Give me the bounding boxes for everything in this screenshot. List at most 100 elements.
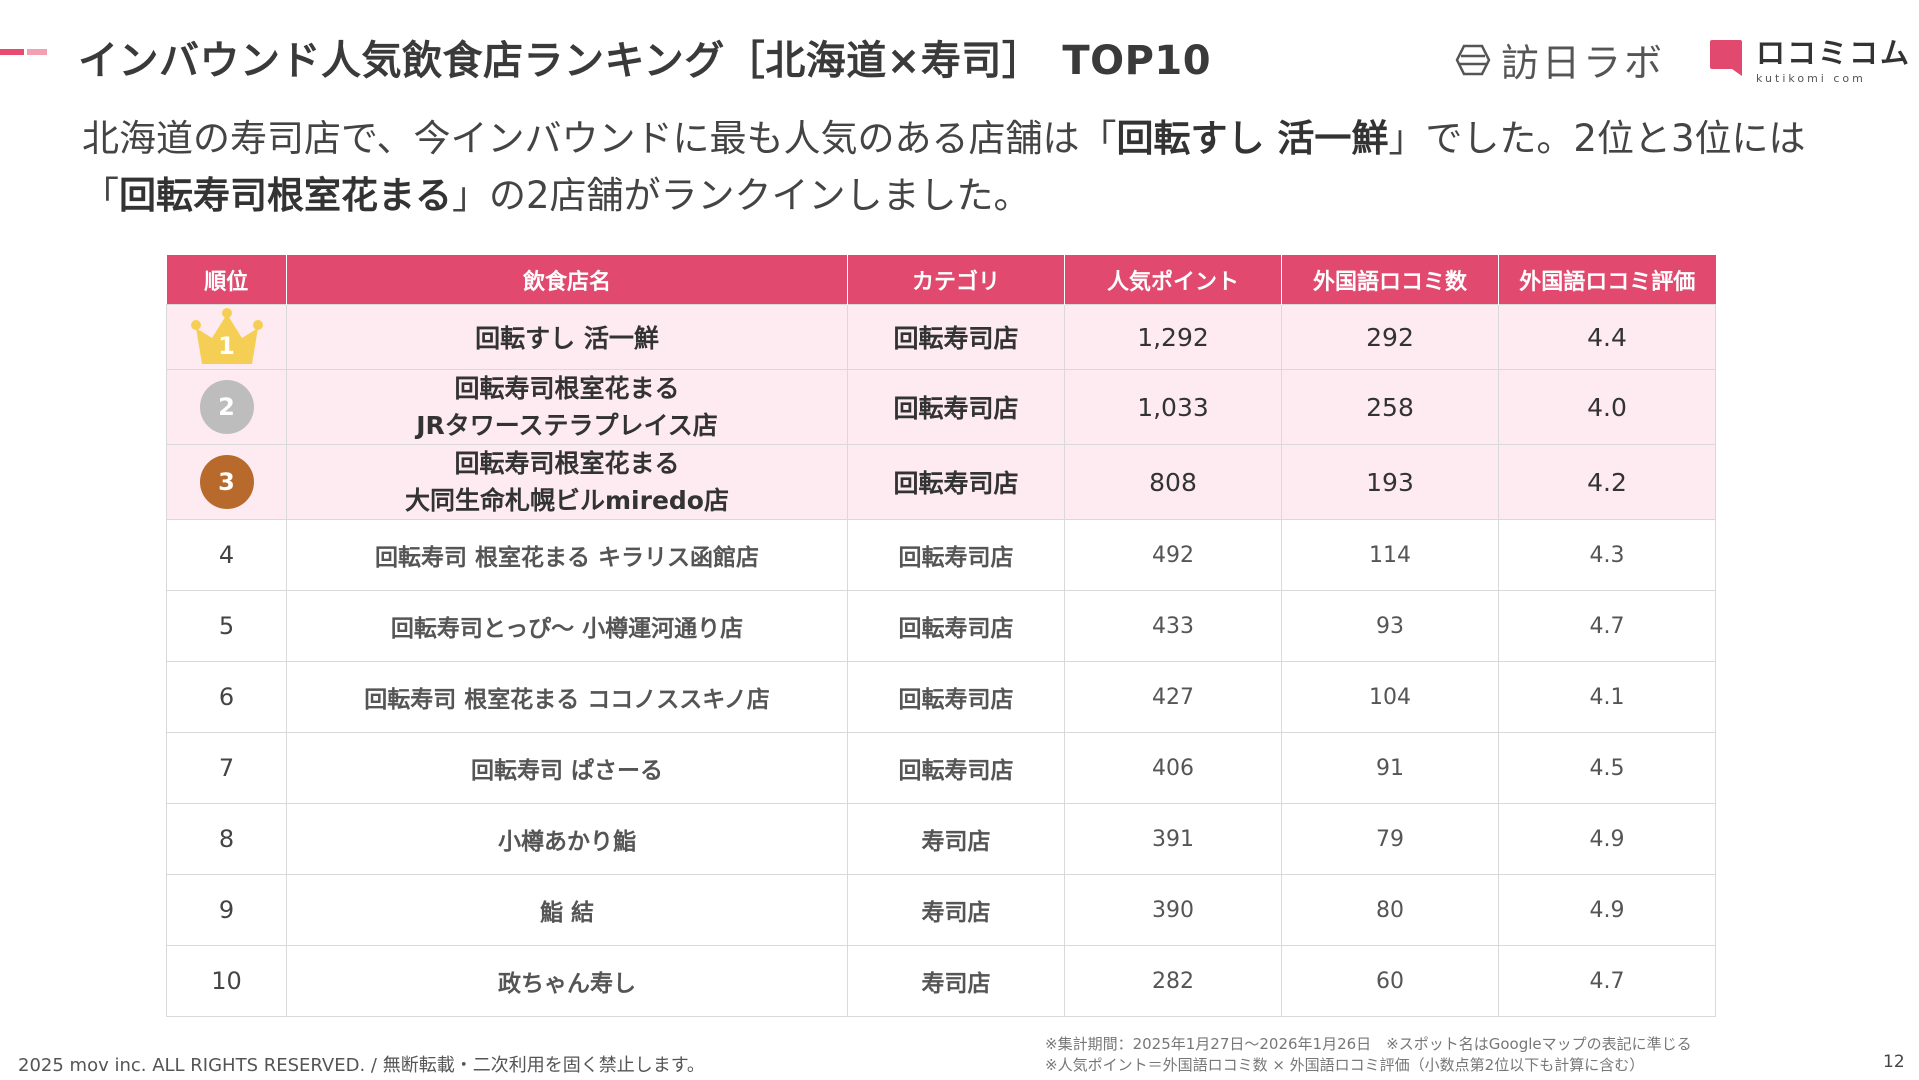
table-header-row: 順位 飲食店名 カテゴリ 人気ポイント 外国語ロコミ数 外国語ロコミ評価 — [166, 255, 1716, 305]
footnotes: ※集計期間：2025年1月27日〜2026年1月26日 ※スポット名はGoogl… — [1045, 1034, 1692, 1076]
lead-text-3: 」の2店舗がランクインしました。 — [452, 174, 1031, 217]
store-name: 回転寿司 根室花まる ココノススキノ店 — [286, 661, 848, 733]
popularity-points: 391 — [1064, 803, 1282, 875]
rank-cell: 1 — [166, 304, 287, 370]
ranking-table: 順位 飲食店名 カテゴリ 人気ポイント 外国語ロコミ数 外国語ロコミ評価 1 — [166, 255, 1716, 1017]
store-category: 寿司店 — [847, 874, 1065, 946]
lead-highlight-store-2: 回転寿司根室花まる — [119, 174, 452, 217]
store-category: 回転寿司店 — [847, 369, 1065, 445]
popularity-points: 1,033 — [1064, 369, 1282, 445]
store-name: 回転すし 活一鮮 — [286, 304, 848, 370]
rank-cell: 8 — [166, 803, 287, 875]
header-store-name: 飲食店名 — [286, 255, 848, 305]
review-count: 79 — [1281, 803, 1499, 875]
popularity-points: 390 — [1064, 874, 1282, 946]
store-name: 鮨 結 — [286, 874, 848, 946]
store-category: 回転寿司店 — [847, 732, 1065, 804]
review-rating: 4.3 — [1498, 519, 1716, 591]
store-category: 回転寿司店 — [847, 304, 1065, 370]
review-rating: 4.1 — [1498, 661, 1716, 733]
popularity-points: 427 — [1064, 661, 1282, 733]
kuchikomi-logo-text: ロコミコム — [1756, 36, 1912, 70]
table-row: 7 回転寿司 ぱさーる 回転寿司店 406 91 4.5 — [166, 732, 1716, 804]
rank-cell: 6 — [166, 661, 287, 733]
review-count: 292 — [1281, 304, 1499, 370]
popularity-points: 433 — [1064, 590, 1282, 662]
page-title-main: インバウンド人気飲食店ランキング［北海道×寿司］ — [78, 38, 1043, 84]
review-rating: 4.7 — [1498, 945, 1716, 1017]
houbichi-lab-logo: 訪日ラボ — [1455, 32, 1665, 87]
footnote-period: ※集計期間：2025年1月27日〜2026年1月26日 ※スポット名はGoogl… — [1045, 1035, 1692, 1053]
review-rating: 4.9 — [1498, 874, 1716, 946]
popularity-points: 808 — [1064, 444, 1282, 520]
bronze-medal-icon: 3 — [199, 455, 254, 509]
store-category: 回転寿司店 — [847, 519, 1065, 591]
rank-number: 3 — [218, 468, 235, 496]
rank-number: 2 — [218, 393, 235, 421]
review-count: 80 — [1281, 874, 1499, 946]
review-rating: 4.9 — [1498, 803, 1716, 875]
store-category: 寿司店 — [847, 945, 1065, 1017]
table-row: 2 回転寿司根室花まる JRタワーステラプレイス店 回転寿司店 1,033 25… — [166, 369, 1716, 445]
store-name-line1: 回転寿司根室花まる — [454, 374, 680, 403]
store-name: 政ちゃん寿し — [286, 945, 848, 1017]
popularity-points: 492 — [1064, 519, 1282, 591]
review-count: 258 — [1281, 369, 1499, 445]
rank-cell: 7 — [166, 732, 287, 804]
review-count: 60 — [1281, 945, 1499, 1017]
header-rank: 順位 — [166, 255, 287, 305]
store-category: 回転寿司店 — [847, 444, 1065, 520]
header-review-count: 外国語ロコミ数 — [1281, 255, 1499, 305]
rank-cell: 5 — [166, 590, 287, 662]
review-rating: 4.4 — [1498, 304, 1716, 370]
silver-medal-icon: 2 — [199, 380, 254, 434]
review-count: 193 — [1281, 444, 1499, 520]
store-name-line2: 大同生命札幌ビルmiredo店 — [405, 486, 729, 515]
review-rating: 4.0 — [1498, 369, 1716, 445]
table-row: 3 回転寿司根室花まる 大同生命札幌ビルmiredo店 回転寿司店 808 19… — [166, 444, 1716, 520]
houbichi-lab-logo-icon — [1455, 44, 1491, 75]
lead-paragraph: 北海道の寿司店で、今インバウンドに最も人気のある店舗は「回転すし 活一鮮」でした… — [82, 110, 1842, 224]
review-rating: 4.7 — [1498, 590, 1716, 662]
rank-cell: 10 — [166, 945, 287, 1017]
popularity-points: 1,292 — [1064, 304, 1282, 370]
header-popularity-points: 人気ポイント — [1064, 255, 1282, 305]
rank-number: 1 — [218, 332, 235, 360]
store-category: 回転寿司店 — [847, 590, 1065, 662]
rank-cell: 9 — [166, 874, 287, 946]
table-row: 1 回転すし 活一鮮 回転寿司店 1,292 292 4.4 — [166, 304, 1716, 370]
table-row: 6 回転寿司 根室花まる ココノススキノ店 回転寿司店 427 104 4.1 — [166, 661, 1716, 733]
rank-cell: 2 — [166, 369, 287, 445]
review-count: 104 — [1281, 661, 1499, 733]
header-accent-bar — [0, 49, 24, 55]
review-rating: 4.5 — [1498, 732, 1716, 804]
review-rating: 4.2 — [1498, 444, 1716, 520]
store-name-line1: 回転寿司根室花まる — [454, 449, 680, 478]
table-row: 10 政ちゃん寿し 寿司店 282 60 4.7 — [166, 945, 1716, 1017]
houbichi-lab-logo-text: 訪日ラボ — [1501, 41, 1666, 85]
kuchikomi-logo-icon — [1710, 40, 1742, 76]
store-category: 寿司店 — [847, 803, 1065, 875]
store-name: 回転寿司根室花まる 大同生命札幌ビルmiredo店 — [286, 444, 848, 520]
page-number: 12 — [1883, 1052, 1905, 1072]
footnote-formula: ※人気ポイント＝外国語ロコミ数 × 外国語ロコミ評価（小数点第2位以下も計算に含… — [1045, 1056, 1645, 1074]
kuchikomi-logo-subtext: kutikomi com — [1756, 72, 1866, 85]
kuchikomi-logo: ロコミコム kutikomi com — [1708, 38, 1911, 85]
store-name: 回転寿司根室花まる JRタワーステラプレイス店 — [286, 369, 848, 445]
store-category: 回転寿司店 — [847, 661, 1065, 733]
header-category: カテゴリ — [847, 255, 1065, 305]
review-count: 93 — [1281, 590, 1499, 662]
gold-crown-icon: 1 — [188, 308, 266, 366]
page-title: インバウンド人気飲食店ランキング［北海道×寿司］ TOP10 — [78, 28, 1211, 86]
page-title-suffix: TOP10 — [1062, 38, 1212, 84]
lead-highlight-store-1: 回転すし 活一鮮 — [1116, 117, 1389, 160]
store-name: 小樽あかり鮨 — [286, 803, 848, 875]
review-count: 114 — [1281, 519, 1499, 591]
store-name-line2: JRタワーステラプレイス店 — [416, 411, 718, 440]
table-row: 5 回転寿司とっぴ〜 小樽運河通り店 回転寿司店 433 93 4.7 — [166, 590, 1716, 662]
table-row: 8 小樽あかり鮨 寿司店 391 79 4.9 — [166, 803, 1716, 875]
copyright-notice: 2025 mov inc. ALL RIGHTS RESERVED. / 無断転… — [18, 1055, 705, 1076]
table-row: 9 鮨 結 寿司店 390 80 4.9 — [166, 874, 1716, 946]
store-name: 回転寿司とっぴ〜 小樽運河通り店 — [286, 590, 848, 662]
table-row: 4 回転寿司 根室花まる キラリス函館店 回転寿司店 492 114 4.3 — [166, 519, 1716, 591]
